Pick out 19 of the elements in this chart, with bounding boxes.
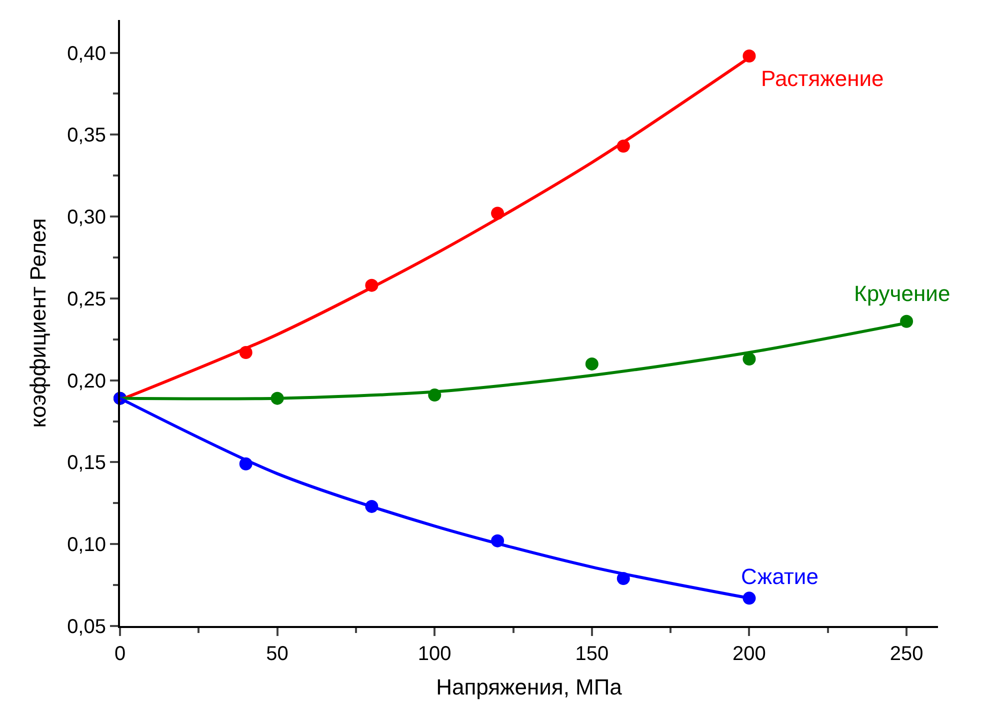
y-tick-label: 0,20 bbox=[67, 370, 106, 392]
x-axis-title: Напряжения, МПа bbox=[436, 674, 623, 700]
x-tick-label: 0 bbox=[114, 643, 126, 665]
series-label: Растяжение bbox=[761, 66, 884, 91]
y-tick-label: 0,10 bbox=[67, 534, 106, 556]
y-tick-label: 0,40 bbox=[67, 42, 106, 65]
x-tick-label: 50 bbox=[266, 643, 288, 665]
series-label: Кручение bbox=[854, 281, 950, 306]
y-tick-label: 0,35 bbox=[67, 124, 106, 147]
y-tick-label: 0,30 bbox=[67, 206, 106, 229]
x-tick-label: 150 bbox=[575, 643, 609, 665]
x-tick-label: 200 bbox=[732, 643, 766, 665]
y-tick-label: 0,05 bbox=[67, 616, 106, 638]
x-tick-label: 250 bbox=[890, 643, 924, 665]
x-tick-label: 100 bbox=[418, 643, 452, 665]
series-label: Сжатие bbox=[741, 564, 818, 589]
y-tick-label: 0,15 bbox=[67, 452, 106, 474]
y-axis-title: коэффициент Релея bbox=[25, 218, 50, 428]
y-tick-label: 0,25 bbox=[67, 288, 106, 310]
